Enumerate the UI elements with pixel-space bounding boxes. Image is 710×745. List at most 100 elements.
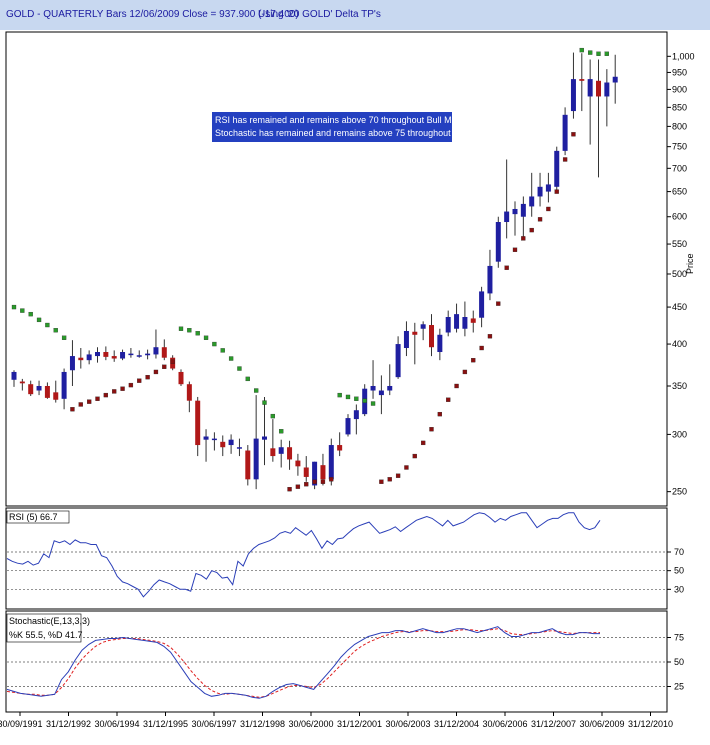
annotation-line-1: RSI has remained and remains above 70 th…	[215, 115, 474, 125]
price-tick-label: 1,000	[672, 51, 695, 61]
price-bar-up	[437, 334, 443, 353]
price-bar-up	[86, 354, 92, 361]
price-bar-up	[420, 324, 426, 329]
sar-point-below	[420, 440, 426, 446]
price-bar-up	[211, 438, 217, 441]
sar-point-below	[512, 247, 518, 252]
sar-point-above	[237, 366, 242, 371]
sar-point-below	[446, 397, 451, 402]
price-bar-up	[604, 82, 610, 97]
price-bar-up	[69, 356, 75, 371]
price-bar-up	[403, 330, 409, 349]
price-bar-up	[153, 347, 159, 355]
price-bar-up	[529, 196, 535, 207]
price-bar-up	[378, 390, 384, 396]
price-bar-down	[186, 384, 192, 401]
price-tick-label: 550	[672, 239, 687, 249]
price-tick-label: 700	[672, 163, 687, 173]
sar-point-below	[312, 479, 317, 484]
sar-point-above	[262, 400, 267, 405]
stochastic-legend-name: Stochastic(E,13,3,3)	[9, 616, 90, 626]
sar-point-above	[20, 308, 25, 313]
sar-point-below	[112, 389, 117, 394]
chart-area: 70 50 30 75 50 25 1,000 950 900 850 800 750 700 650…	[0, 31, 695, 729]
sar-point-below	[103, 392, 108, 398]
price-bar-up	[395, 344, 401, 378]
sar-point-above	[245, 376, 250, 382]
sar-point-below	[395, 473, 401, 478]
price-tick-label: 600	[672, 212, 687, 222]
price-bar-up	[120, 352, 126, 359]
price-bar-up	[454, 314, 460, 329]
chart-header: GOLD - QUARTERLY Bars 12/06/2009 Close =…	[0, 0, 710, 30]
sar-point-above	[36, 317, 42, 323]
price-bar-up	[228, 439, 234, 446]
sar-point-above	[345, 394, 351, 400]
sar-point-above	[228, 356, 234, 361]
rsi-legend: RSI (5) 66.7	[9, 512, 58, 522]
sar-point-above	[337, 392, 342, 398]
price-bar-up	[545, 184, 551, 192]
price-bar-up	[562, 114, 568, 151]
sar-point-below	[487, 334, 493, 339]
sar-point-above	[604, 51, 609, 56]
sar-point-above	[354, 396, 359, 401]
price-bar-down	[103, 352, 109, 357]
sar-point-below	[128, 382, 134, 388]
sar-point-below	[70, 407, 75, 412]
price-bar-up	[203, 436, 209, 440]
price-bar-up	[345, 418, 351, 435]
x-tick-label: 30/06/2000	[288, 719, 333, 729]
sar-point-below	[287, 487, 292, 492]
sar-point-below	[537, 217, 543, 222]
x-tick-label: 30/06/2003	[385, 719, 430, 729]
sar-point-below	[529, 227, 534, 233]
sar-point-below	[412, 453, 417, 459]
price-bar-up	[612, 76, 618, 83]
price-bar-up	[136, 355, 142, 357]
price-bar-up	[512, 208, 518, 215]
sar-point-below	[95, 396, 100, 401]
sar-point-below	[320, 479, 326, 484]
price-bar-up	[370, 385, 376, 391]
sar-point-below	[462, 369, 468, 375]
rsi-panel	[5, 507, 668, 610]
stochastic-tick-label: 50	[674, 657, 684, 667]
price-bar-down	[596, 80, 601, 97]
rsi-line	[6, 512, 601, 598]
price-bar-up	[554, 150, 560, 187]
sar-point-above	[212, 341, 217, 347]
sar-point-below	[295, 484, 301, 489]
annotation-box	[212, 112, 452, 142]
price-tick-label: 950	[672, 67, 687, 77]
sar-point-above	[362, 398, 367, 403]
price-bar-down	[412, 331, 418, 335]
price-bar-up	[520, 203, 526, 217]
sar-point-below	[546, 206, 551, 212]
sar-point-below	[521, 236, 526, 241]
stochastic-legend-box	[6, 613, 82, 643]
sar-point-below	[404, 465, 409, 470]
sar-point-above	[28, 311, 33, 317]
sar-point-above	[253, 388, 259, 393]
rsi-tick-label: 50	[674, 566, 684, 576]
sar-point-above	[203, 335, 209, 340]
sar-point-above	[178, 326, 184, 331]
sar-point-below	[137, 378, 142, 383]
price-bar-down	[303, 467, 309, 477]
sar-point-below	[429, 427, 434, 432]
chart-subtitle: Using '20 GOLD' Delta TP's	[258, 9, 381, 20]
price-tick-label: 350	[672, 381, 687, 391]
sar-point-below	[496, 301, 501, 306]
sar-point-below	[504, 265, 509, 270]
sar-point-above	[220, 348, 225, 353]
price-tick-label: 400	[672, 339, 687, 349]
sar-point-below	[479, 345, 484, 351]
price-bar-up	[278, 447, 284, 454]
price-bar-down	[44, 385, 50, 398]
price-bar-up	[61, 371, 67, 399]
price-bar-up	[495, 222, 501, 262]
x-tick-label: 30/06/2009	[579, 719, 624, 729]
price-bar-down	[111, 356, 117, 359]
stochastic-tick-label: 25	[674, 682, 684, 692]
